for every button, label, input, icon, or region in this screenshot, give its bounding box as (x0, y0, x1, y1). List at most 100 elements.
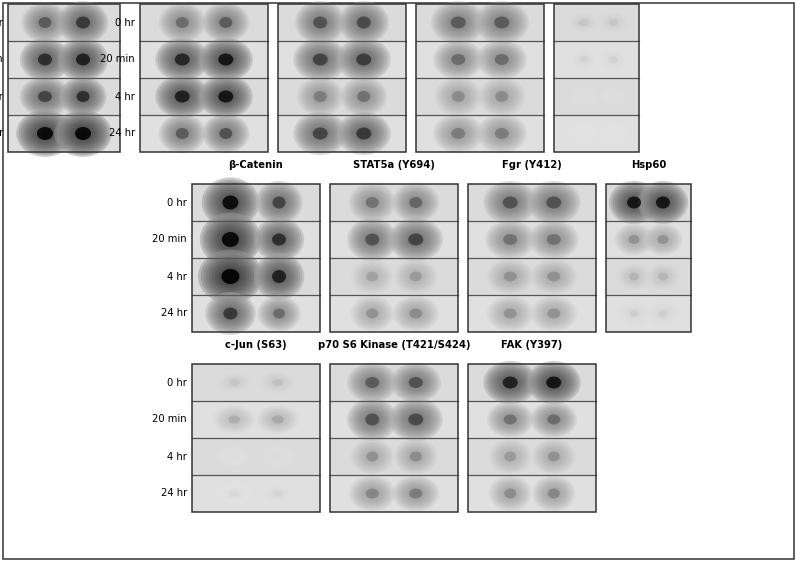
Ellipse shape (203, 79, 248, 115)
Ellipse shape (496, 482, 524, 505)
Ellipse shape (218, 228, 243, 251)
Ellipse shape (599, 48, 628, 71)
Ellipse shape (475, 1, 528, 44)
Ellipse shape (171, 124, 194, 143)
Ellipse shape (211, 261, 249, 292)
Ellipse shape (493, 188, 528, 217)
Ellipse shape (316, 19, 324, 26)
FancyBboxPatch shape (416, 4, 544, 41)
Ellipse shape (224, 376, 244, 389)
Ellipse shape (491, 298, 530, 329)
Ellipse shape (398, 480, 434, 507)
Ellipse shape (260, 407, 296, 432)
Ellipse shape (489, 124, 514, 143)
FancyBboxPatch shape (606, 221, 691, 258)
Ellipse shape (58, 38, 108, 81)
Ellipse shape (37, 52, 53, 67)
Ellipse shape (175, 127, 190, 140)
Ellipse shape (445, 85, 472, 108)
Ellipse shape (31, 11, 59, 34)
Ellipse shape (355, 225, 389, 254)
Ellipse shape (221, 486, 248, 502)
Ellipse shape (546, 307, 562, 320)
Ellipse shape (214, 370, 254, 395)
Ellipse shape (547, 234, 561, 245)
Ellipse shape (627, 234, 641, 245)
Ellipse shape (402, 445, 430, 469)
Ellipse shape (77, 17, 89, 28)
Ellipse shape (367, 198, 378, 207)
Ellipse shape (404, 484, 427, 502)
Ellipse shape (597, 11, 630, 34)
Ellipse shape (501, 306, 520, 321)
Ellipse shape (269, 267, 289, 286)
Ellipse shape (502, 307, 518, 320)
Ellipse shape (212, 85, 239, 107)
Ellipse shape (624, 232, 644, 248)
Ellipse shape (657, 271, 669, 282)
Ellipse shape (607, 55, 620, 65)
Ellipse shape (538, 301, 569, 325)
Ellipse shape (222, 232, 239, 247)
Ellipse shape (630, 310, 638, 317)
Ellipse shape (273, 309, 285, 319)
Ellipse shape (256, 220, 302, 259)
Ellipse shape (171, 12, 194, 33)
Ellipse shape (543, 193, 565, 211)
FancyBboxPatch shape (606, 295, 691, 332)
Ellipse shape (223, 196, 238, 209)
Ellipse shape (438, 6, 478, 39)
Ellipse shape (352, 260, 392, 293)
Ellipse shape (495, 128, 508, 139)
Ellipse shape (218, 372, 251, 393)
Ellipse shape (350, 85, 378, 108)
Ellipse shape (352, 440, 392, 473)
Ellipse shape (275, 273, 283, 280)
Ellipse shape (175, 16, 190, 29)
Ellipse shape (175, 91, 189, 102)
Ellipse shape (273, 454, 282, 460)
Ellipse shape (497, 130, 506, 137)
Ellipse shape (497, 56, 506, 63)
Ellipse shape (571, 14, 595, 31)
Ellipse shape (499, 193, 521, 211)
Ellipse shape (219, 17, 232, 28)
Ellipse shape (503, 377, 518, 388)
Ellipse shape (580, 94, 587, 99)
Ellipse shape (39, 54, 51, 65)
Ellipse shape (357, 128, 371, 139)
Ellipse shape (262, 225, 296, 254)
Ellipse shape (353, 368, 391, 397)
Ellipse shape (396, 186, 435, 219)
Ellipse shape (202, 215, 258, 264)
Ellipse shape (260, 223, 298, 256)
Ellipse shape (364, 196, 380, 209)
Ellipse shape (650, 266, 677, 287)
Ellipse shape (180, 58, 184, 61)
Ellipse shape (497, 483, 523, 504)
Ellipse shape (628, 271, 640, 282)
Ellipse shape (312, 126, 329, 140)
Ellipse shape (496, 445, 524, 469)
Ellipse shape (305, 10, 335, 35)
Ellipse shape (222, 233, 238, 246)
Ellipse shape (477, 114, 527, 153)
Ellipse shape (167, 10, 198, 36)
Ellipse shape (541, 483, 567, 504)
FancyBboxPatch shape (554, 115, 639, 152)
Ellipse shape (403, 373, 428, 392)
Ellipse shape (205, 217, 256, 262)
Ellipse shape (26, 6, 65, 39)
FancyBboxPatch shape (192, 184, 320, 332)
Ellipse shape (603, 51, 624, 68)
Ellipse shape (653, 268, 673, 285)
Ellipse shape (351, 477, 394, 510)
Ellipse shape (359, 56, 368, 63)
Ellipse shape (41, 56, 49, 63)
Ellipse shape (481, 6, 522, 39)
Ellipse shape (597, 47, 630, 72)
Ellipse shape (79, 19, 87, 26)
Ellipse shape (219, 128, 232, 139)
Ellipse shape (599, 12, 629, 33)
Ellipse shape (368, 491, 376, 496)
